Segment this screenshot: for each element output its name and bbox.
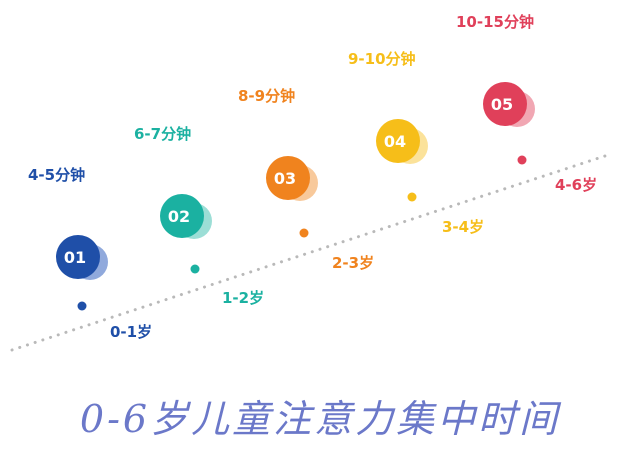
- stage-01-circle: [56, 235, 100, 279]
- stage-04: 04 9-10分钟 3-4岁: [348, 50, 484, 236]
- stage-02-circle: [160, 194, 204, 238]
- stage-04-age-label: 3-4岁: [442, 218, 484, 236]
- stage-01-marker-dot: [77, 301, 87, 311]
- stage-02: 02 6-7分钟 1-2岁: [134, 125, 264, 307]
- stage-04-duration-label: 9-10分钟: [348, 50, 416, 68]
- stage-03-circle: [266, 156, 310, 200]
- stage-03-number: 03: [274, 169, 296, 188]
- stage-05-duration-label: 10-15分钟: [456, 13, 534, 31]
- stage-02-marker-dot: [190, 264, 200, 274]
- stage-01-age-label: 0-1岁: [110, 323, 152, 341]
- stage-05-marker-dot: [517, 155, 527, 165]
- stage-05-circle: [483, 82, 527, 126]
- page-title: 0-6岁儿童注意力集中时间: [79, 397, 561, 441]
- stage-05: 05 10-15分钟 4-6岁: [456, 13, 597, 194]
- stage-05-number: 05: [491, 95, 513, 114]
- stage-03: 03 8-9分钟 2-3岁: [238, 87, 374, 272]
- stage-02-age-label: 1-2岁: [222, 289, 264, 307]
- stage-04-number: 04: [384, 132, 406, 151]
- stage-01-duration-label: 4-5分钟: [28, 166, 85, 184]
- stage-03-duration-label: 8-9分钟: [238, 87, 295, 105]
- stage-02-duration-label: 6-7分钟: [134, 125, 191, 143]
- stage-02-number: 02: [168, 207, 190, 226]
- stage-03-age-label: 2-3岁: [332, 254, 374, 272]
- dotted-trend-line: [10, 153, 610, 352]
- stage-05-age-label: 4-6岁: [555, 176, 597, 194]
- stage-01: 01 4-5分钟 0-1岁: [28, 166, 152, 341]
- stage-01-number: 01: [64, 248, 86, 267]
- stage-04-marker-dot: [407, 192, 417, 202]
- stage-03-marker-dot: [299, 228, 309, 238]
- stage-04-circle: [376, 119, 420, 163]
